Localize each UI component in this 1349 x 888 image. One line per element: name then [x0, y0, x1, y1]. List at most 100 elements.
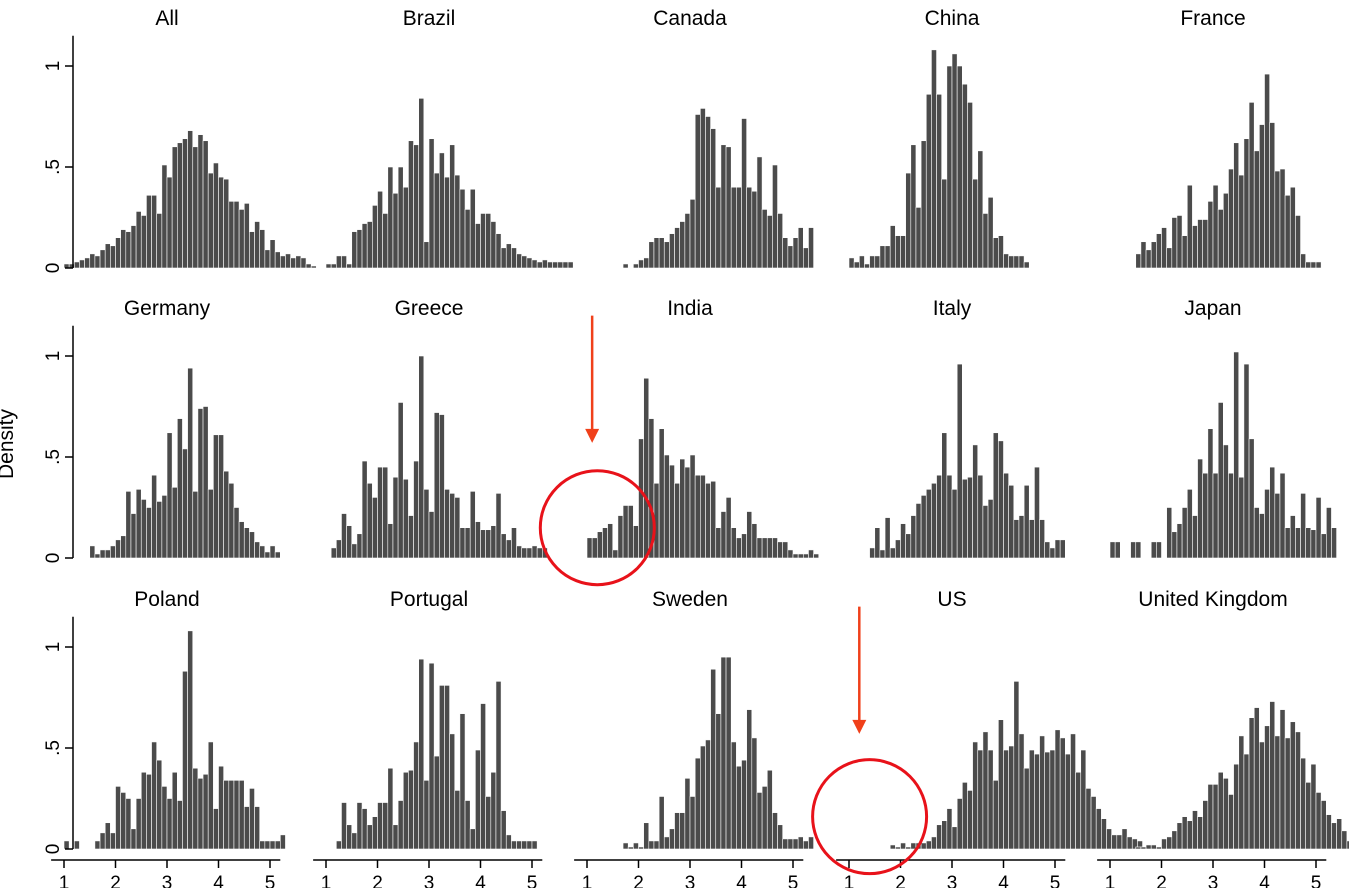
histogram-bar [1300, 493, 1307, 559]
histogram-bar [161, 786, 168, 850]
histogram-bar [335, 255, 342, 269]
x-tick-label: 4 [736, 873, 747, 888]
histogram-bar [433, 412, 440, 559]
histogram-bar [1059, 539, 1066, 559]
histogram-bar [213, 808, 219, 850]
histogram-bar [787, 549, 794, 559]
histogram-bar [402, 771, 409, 850]
histogram-bar [977, 749, 984, 850]
histogram-bar [1253, 507, 1260, 559]
histogram-bar [1145, 249, 1152, 269]
highlight-circle [811, 758, 929, 876]
panel-italy: Italy [869, 297, 1066, 559]
histogram-bar [115, 786, 121, 850]
histogram-bar [177, 800, 183, 850]
histogram-bar [961, 782, 968, 850]
histogram-bar [689, 796, 696, 850]
histogram-bar [140, 215, 147, 269]
histogram-bar [772, 812, 778, 850]
panel-title: Japan [1184, 297, 1241, 320]
histogram-bar [480, 529, 486, 559]
histogram-bar [864, 263, 870, 269]
histogram-bar [920, 842, 927, 850]
histogram-bar [99, 249, 106, 269]
histogram-bar [505, 243, 512, 269]
histogram-bar [1008, 745, 1015, 850]
histogram-bar [1300, 253, 1307, 269]
histogram-bar [1181, 507, 1188, 559]
histogram-bar [1320, 800, 1327, 850]
histogram-bar [1253, 150, 1260, 269]
x-tick-label: 1 [844, 873, 855, 888]
histogram-bar [418, 355, 425, 559]
histogram-bar [622, 505, 629, 559]
histogram-bar [689, 199, 696, 269]
histogram-bar [931, 482, 937, 559]
histogram-bar [557, 261, 564, 269]
x-tick-label: 2 [1156, 873, 1167, 888]
histogram-bar [177, 142, 183, 269]
histogram-bar [1284, 527, 1291, 559]
histogram-bar [1315, 497, 1322, 559]
histogram-bar [1346, 840, 1349, 850]
histogram-bar [490, 771, 497, 850]
histogram-bar [1034, 466, 1040, 559]
histogram-bar [951, 53, 958, 269]
histogram-bar [110, 545, 116, 559]
histogram-bar [521, 547, 528, 559]
histogram-bar [335, 539, 342, 559]
histogram-bar [166, 432, 173, 559]
histogram-bar [1284, 194, 1291, 269]
histogram-bar [1326, 507, 1332, 559]
histogram-bar [264, 840, 271, 850]
histogram-bar [910, 515, 917, 559]
histogram-bar [782, 541, 789, 559]
panel-title: Brazil [403, 7, 456, 30]
histogram-bar [1264, 489, 1270, 559]
histogram-bar [531, 259, 538, 269]
histogram-bar [797, 553, 804, 559]
x-tick-label: 1 [321, 873, 332, 888]
x-tick-label: 5 [527, 873, 538, 888]
histogram-bar [454, 497, 461, 559]
histogram-bar [274, 840, 281, 850]
histogram-bar [638, 846, 644, 850]
histogram-bar [1166, 507, 1173, 559]
histogram-bar [1315, 261, 1322, 269]
histogram-bar [761, 537, 768, 559]
histogram-bar [423, 241, 430, 269]
histogram-bar [366, 221, 373, 269]
histogram-bar [777, 824, 783, 850]
histogram-bar [1223, 192, 1229, 269]
histogram-bar [679, 221, 686, 269]
panel-title: Poland [134, 588, 199, 611]
histogram-bar [756, 792, 763, 850]
panel-portugal: Portugal 1 2 3 4 5 [313, 588, 543, 888]
histogram-bar [433, 172, 440, 269]
histogram-bar [1284, 737, 1291, 850]
histogram-bar [694, 114, 701, 269]
arrow-head-icon [585, 428, 600, 443]
histogram-bar [254, 806, 261, 850]
histogram-bar [1223, 777, 1229, 850]
histogram-bar [295, 255, 302, 269]
histogram-bar [567, 261, 574, 269]
x-tick-label: 5 [265, 873, 276, 888]
histogram-bar [705, 482, 711, 559]
histogram-bar [915, 207, 922, 269]
histogram-bar [351, 231, 358, 269]
histogram-bar [218, 434, 224, 559]
histogram-bar [622, 263, 629, 269]
histogram-bar [987, 197, 994, 269]
histogram-bar [1289, 186, 1296, 269]
histogram-bar [1166, 247, 1173, 269]
panel-grid: All 0 .5 1 Brazil Canada China France Germany 0 .5… [43, 7, 1349, 888]
panel-germany: Germany 0 .5 1 [43, 297, 281, 563]
histogram-bar [536, 547, 543, 559]
histogram-bar [408, 769, 414, 850]
histogram-bar [967, 102, 973, 269]
histogram-bar [325, 263, 332, 269]
histogram-bar [1238, 174, 1245, 269]
histogram-bar [1192, 810, 1198, 850]
histogram-bar [166, 176, 173, 269]
